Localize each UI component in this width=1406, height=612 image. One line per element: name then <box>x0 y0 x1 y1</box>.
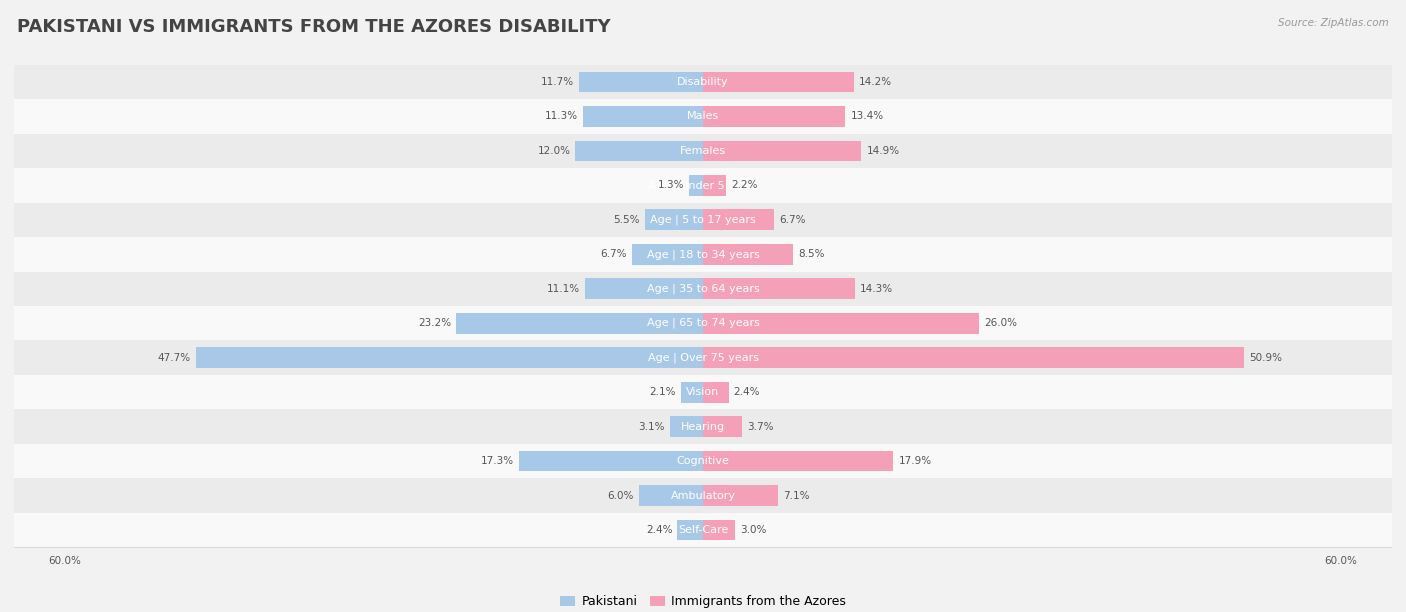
Text: Females: Females <box>681 146 725 156</box>
Bar <box>703 278 855 299</box>
Bar <box>631 244 703 264</box>
Bar <box>703 175 727 196</box>
Text: 14.2%: 14.2% <box>859 77 893 87</box>
Text: 5.5%: 5.5% <box>613 215 640 225</box>
Text: Vision: Vision <box>686 387 720 397</box>
Bar <box>14 168 1392 203</box>
Bar <box>14 375 1392 409</box>
Text: 17.9%: 17.9% <box>898 456 932 466</box>
Text: Source: ZipAtlas.com: Source: ZipAtlas.com <box>1278 18 1389 28</box>
Text: 11.3%: 11.3% <box>544 111 578 121</box>
Text: 6.0%: 6.0% <box>607 491 634 501</box>
Text: 13.4%: 13.4% <box>851 111 884 121</box>
Text: 14.9%: 14.9% <box>866 146 900 156</box>
Bar <box>703 106 845 127</box>
Text: 14.3%: 14.3% <box>860 284 893 294</box>
Bar <box>575 141 703 161</box>
Bar <box>14 409 1392 444</box>
Text: Age | 5 to 17 years: Age | 5 to 17 years <box>650 215 756 225</box>
Bar <box>519 451 703 471</box>
Text: Self-Care: Self-Care <box>678 525 728 535</box>
Bar <box>579 72 703 92</box>
Bar <box>14 133 1392 168</box>
Bar <box>644 209 703 230</box>
Bar <box>703 520 735 540</box>
Bar <box>681 382 703 403</box>
Bar <box>671 416 703 437</box>
Text: 17.3%: 17.3% <box>481 456 515 466</box>
Bar <box>583 106 703 127</box>
Bar <box>689 175 703 196</box>
Bar <box>703 72 853 92</box>
Text: Males: Males <box>688 111 718 121</box>
Text: 2.2%: 2.2% <box>731 181 758 190</box>
Text: 11.7%: 11.7% <box>540 77 574 87</box>
Text: 26.0%: 26.0% <box>984 318 1018 328</box>
Text: Ambulatory: Ambulatory <box>671 491 735 501</box>
Text: 50.9%: 50.9% <box>1250 353 1282 363</box>
Legend: Pakistani, Immigrants from the Azores: Pakistani, Immigrants from the Azores <box>555 590 851 612</box>
Text: 47.7%: 47.7% <box>157 353 191 363</box>
Bar <box>703 416 742 437</box>
Text: Hearing: Hearing <box>681 422 725 431</box>
Text: 23.2%: 23.2% <box>418 318 451 328</box>
Text: 2.4%: 2.4% <box>734 387 761 397</box>
Bar <box>678 520 703 540</box>
Text: 1.3%: 1.3% <box>658 181 685 190</box>
Bar <box>703 313 980 334</box>
Bar <box>703 382 728 403</box>
Text: 7.1%: 7.1% <box>783 491 810 501</box>
Text: Age | Under 5 years: Age | Under 5 years <box>648 180 758 190</box>
Text: Disability: Disability <box>678 77 728 87</box>
Bar <box>457 313 703 334</box>
Bar <box>14 444 1392 479</box>
Text: 2.1%: 2.1% <box>650 387 675 397</box>
Bar <box>14 203 1392 237</box>
Text: 8.5%: 8.5% <box>799 249 825 259</box>
Text: 11.1%: 11.1% <box>547 284 579 294</box>
Bar <box>703 244 793 264</box>
Bar <box>14 65 1392 99</box>
Text: 2.4%: 2.4% <box>645 525 672 535</box>
Bar <box>640 485 703 506</box>
Text: 3.1%: 3.1% <box>638 422 665 431</box>
Text: PAKISTANI VS IMMIGRANTS FROM THE AZORES DISABILITY: PAKISTANI VS IMMIGRANTS FROM THE AZORES … <box>17 18 610 36</box>
Text: 3.7%: 3.7% <box>748 422 773 431</box>
Text: Age | Over 75 years: Age | Over 75 years <box>648 353 758 363</box>
Text: 3.0%: 3.0% <box>740 525 766 535</box>
Bar <box>14 479 1392 513</box>
Bar <box>703 209 775 230</box>
Text: Age | 18 to 34 years: Age | 18 to 34 years <box>647 249 759 259</box>
Bar <box>585 278 703 299</box>
Bar <box>14 272 1392 306</box>
Text: 6.7%: 6.7% <box>779 215 806 225</box>
Text: Age | 35 to 64 years: Age | 35 to 64 years <box>647 283 759 294</box>
Bar <box>703 451 893 471</box>
Bar <box>703 485 779 506</box>
Bar <box>14 237 1392 272</box>
Text: 12.0%: 12.0% <box>537 146 571 156</box>
Text: Age | 65 to 74 years: Age | 65 to 74 years <box>647 318 759 329</box>
Bar <box>14 340 1392 375</box>
Bar <box>195 348 703 368</box>
Text: Cognitive: Cognitive <box>676 456 730 466</box>
Bar <box>14 513 1392 547</box>
Bar <box>14 99 1392 133</box>
Bar <box>703 348 1244 368</box>
Bar <box>14 306 1392 340</box>
Bar <box>703 141 862 161</box>
Text: 6.7%: 6.7% <box>600 249 627 259</box>
